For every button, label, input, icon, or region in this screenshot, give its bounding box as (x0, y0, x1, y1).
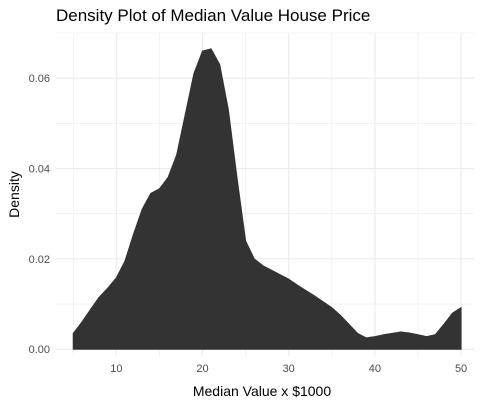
density-area (72, 48, 462, 350)
y-axis-label: Density (6, 171, 22, 218)
x-tick-label: 10 (110, 363, 122, 375)
x-tick-label: 30 (283, 363, 295, 375)
x-axis-label: Median Value x $1000 (193, 383, 331, 399)
x-tick-label: 20 (196, 363, 208, 375)
x-tick-label: 50 (455, 363, 467, 375)
y-tick-label: 0.02 (29, 254, 50, 266)
chart-title: Density Plot of Median Value House Price (56, 6, 371, 25)
y-tick-label: 0.06 (29, 73, 50, 85)
x-tick-label: 40 (369, 363, 381, 375)
y-tick-label: 0.04 (29, 164, 50, 176)
y-tick-label: 0.00 (29, 344, 50, 356)
